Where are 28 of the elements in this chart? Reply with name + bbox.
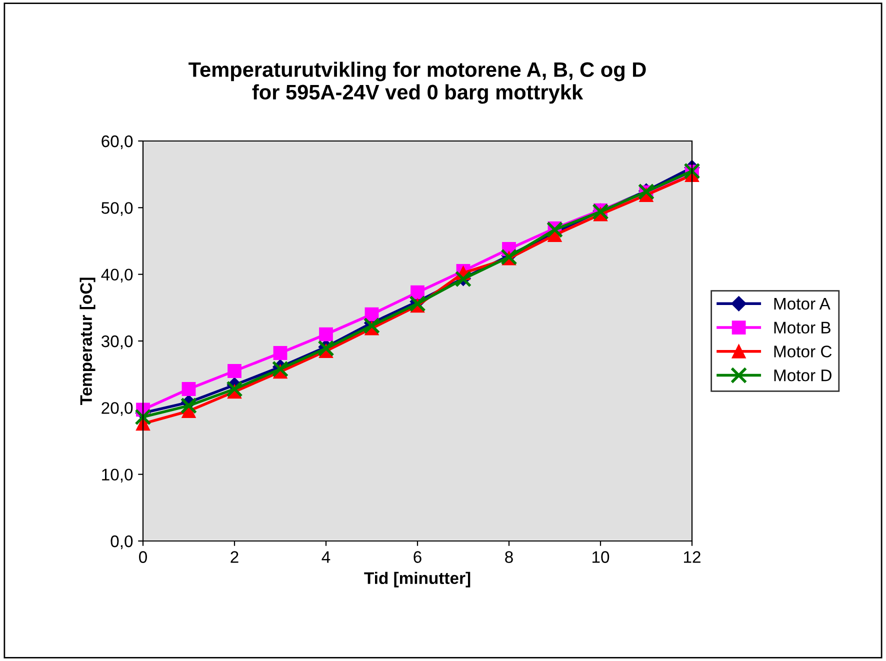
point — [226, 380, 243, 398]
point — [182, 382, 196, 396]
legend-label: Motor A — [774, 298, 830, 310]
y-tick-label: 20,0 — [102, 402, 133, 416]
x-tick-label: 8 — [505, 551, 513, 563]
y-tick-label: 10,0 — [102, 468, 133, 483]
legend-label: Motor B — [774, 322, 830, 334]
point — [363, 317, 380, 334]
x-tick-label: 10 — [592, 551, 610, 563]
legend-label: Motor D — [774, 370, 832, 382]
x-tick-label: 2 — [230, 551, 238, 563]
point — [180, 397, 198, 414]
point — [228, 364, 242, 378]
x-axis-title: Tid [minutter] — [364, 572, 470, 588]
x-tick-label: 0 — [139, 551, 147, 563]
chart-title: Temperaturutvikling for motorene A, B, C og D for 595A-24V ved 0 barg mottrykk — [188, 62, 646, 104]
y-tick-label: 0,0 — [110, 535, 133, 550]
point — [319, 327, 333, 342]
point — [273, 346, 288, 360]
legend-label: Motor C — [774, 346, 832, 358]
y-tick-label: 40,0 — [101, 268, 133, 283]
x-tick-label: 4 — [322, 551, 330, 563]
x-tick-label: 12 — [684, 551, 700, 563]
x-tick-label: 6 — [414, 551, 422, 563]
y-tick-label: 30,0 — [101, 335, 133, 350]
y-tick-label: 50,0 — [102, 202, 133, 216]
y-tick-label: 60,0 — [102, 135, 133, 150]
y-axis-title: Temperatur [oC] — [80, 278, 96, 406]
